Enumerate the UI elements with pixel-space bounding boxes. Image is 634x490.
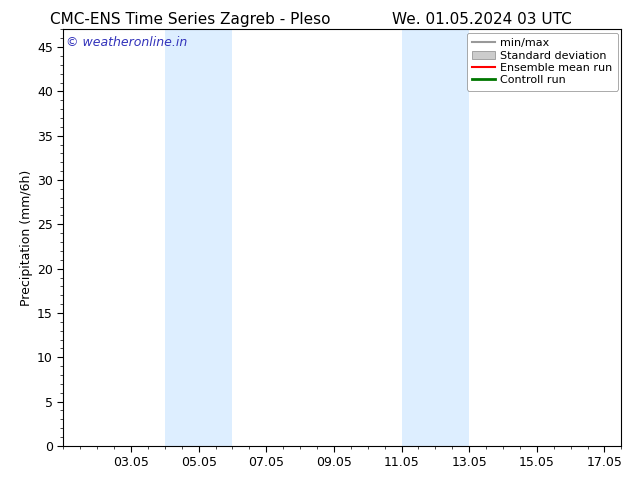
Bar [401,29,469,446]
Text: © weatheronline.in: © weatheronline.in [66,36,188,49]
Bar [165,29,233,446]
Y-axis label: Precipitation (mm/6h): Precipitation (mm/6h) [20,170,33,306]
Text: CMC-ENS Time Series Zagreb - Pleso: CMC-ENS Time Series Zagreb - Pleso [50,12,330,27]
Legend: min/max, Standard deviation, Ensemble mean run, Controll run: min/max, Standard deviation, Ensemble me… [467,33,618,91]
Text: We. 01.05.2024 03 UTC: We. 01.05.2024 03 UTC [392,12,572,27]
